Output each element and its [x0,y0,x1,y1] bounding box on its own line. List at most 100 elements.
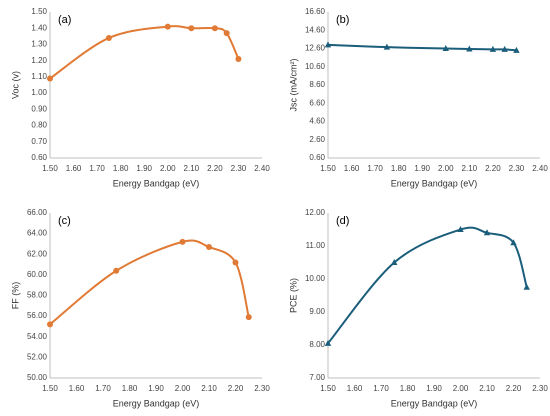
marker [513,46,520,53]
marker [47,321,53,328]
x-axis-label: Energy Bandgap (eV) [391,178,478,188]
series-line [49,239,250,326]
x-tick-label: 2.40 [532,164,548,173]
x-tick-label: 2.00 [175,384,191,393]
y-tick-label: 4.60 [309,117,325,126]
marker [164,23,171,30]
marker [206,244,212,251]
y-tick-label: 8.00 [309,340,325,349]
x-tick-label: 2.20 [207,164,223,173]
x-tick-label: 2.30 [509,164,525,173]
x-tick-label: 1.70 [373,384,389,393]
marker [211,25,218,32]
marker [457,226,464,232]
x-tick-label: 1.60 [344,164,360,173]
y-tick-label: 1.00 [31,88,47,97]
x-tick-label: 1.50 [42,384,58,393]
y-tick-label: 1.50 [31,7,47,16]
x-tick-label: 1.90 [414,164,430,173]
marker [105,34,112,41]
x-tick-label: 1.50 [320,384,336,393]
y-tick-label: 7.00 [309,373,325,382]
y-tick-label: 11.00 [306,241,326,250]
x-tick-label: 2.00 [438,164,454,173]
y-tick-label: 58.00 [27,291,48,300]
marker [223,30,230,37]
y-tick-label: 14.60 [305,25,326,34]
panel-label: (c) [58,215,71,227]
marker [179,238,186,245]
marker [523,283,530,290]
y-tick-label: 62.00 [27,249,48,258]
y-tick-label: 6.60 [309,98,325,107]
y-tick-label: 1.40 [31,23,47,32]
y-axis-label: Jsc (mA/cm²) [288,59,298,112]
marker [489,45,497,52]
y-tick-label: 10.00 [305,274,326,283]
x-tick-label: 2.30 [231,164,247,173]
x-tick-label: 2.10 [184,164,200,173]
x-tick-label: 1.60 [69,384,85,393]
y-tick-label: 9.00 [309,307,325,316]
x-axis-label: Energy Bandgap (eV) [113,178,200,188]
marker [391,259,398,265]
series-line [49,25,240,80]
y-tick-label: 0.60 [31,153,47,162]
x-tick-label: 2.30 [254,384,270,393]
marker [113,267,120,274]
marker [324,41,332,48]
x-tick-label: 2.20 [485,164,501,173]
marker [232,259,239,266]
y-tick-label: 0.70 [31,137,47,146]
x-tick-label: 1.80 [113,164,129,173]
y-tick-label: 12.60 [305,44,326,53]
x-tick-label: 1.90 [426,384,442,393]
marker [235,56,242,63]
marker [324,339,332,346]
marker [188,25,195,32]
x-tick-label: 2.00 [453,384,469,393]
x-tick-label: 2.10 [462,164,478,173]
y-tick-label: 0.80 [31,121,47,130]
marker [501,45,508,52]
panel-label: (b) [336,14,349,26]
x-tick-label: 2.40 [254,164,270,173]
y-axis-label: FF (%) [10,282,20,310]
x-tick-label: 2.30 [532,384,548,393]
y-tick-label: 2.60 [309,135,325,144]
x-tick-label: 1.70 [367,164,383,173]
y-tick-label: 52.00 [27,352,48,361]
y-tick-label: 1.20 [31,56,47,65]
y-tick-label: 16.60 [305,7,326,16]
x-tick-label: 2.10 [201,384,217,393]
marker [383,43,391,50]
y-tick-label: 66.00 [27,208,48,217]
series-line [327,43,517,52]
x-tick-label: 1.90 [148,384,164,393]
panel-label: (a) [58,14,71,26]
y-tick-label: 12.00 [305,208,326,217]
y-tick-label: 10.60 [305,62,326,71]
y-tick-label: 1.10 [31,72,47,81]
x-tick-label: 1.70 [95,384,111,393]
x-tick-label: 1.80 [122,384,138,393]
y-tick-label: 56.00 [27,311,48,320]
x-tick-label: 1.60 [347,384,363,393]
x-tick-label: 1.50 [42,164,58,173]
panel-label: (d) [336,215,349,227]
x-tick-label: 2.00 [160,164,176,173]
marker [442,45,449,51]
x-tick-label: 1.80 [400,384,416,393]
y-tick-label: 60.00 [27,270,48,279]
marker [483,229,491,236]
y-tick-label: 0.60 [309,153,325,162]
x-tick-label: 1.60 [66,164,82,173]
marker [510,239,517,246]
y-tick-label: 64.00 [27,229,48,238]
x-tick-label: 2.20 [228,384,244,393]
marker [47,75,53,82]
y-tick-label: 50.00 [27,373,48,382]
marker [245,314,252,321]
y-tick-label: 1.30 [31,40,47,49]
